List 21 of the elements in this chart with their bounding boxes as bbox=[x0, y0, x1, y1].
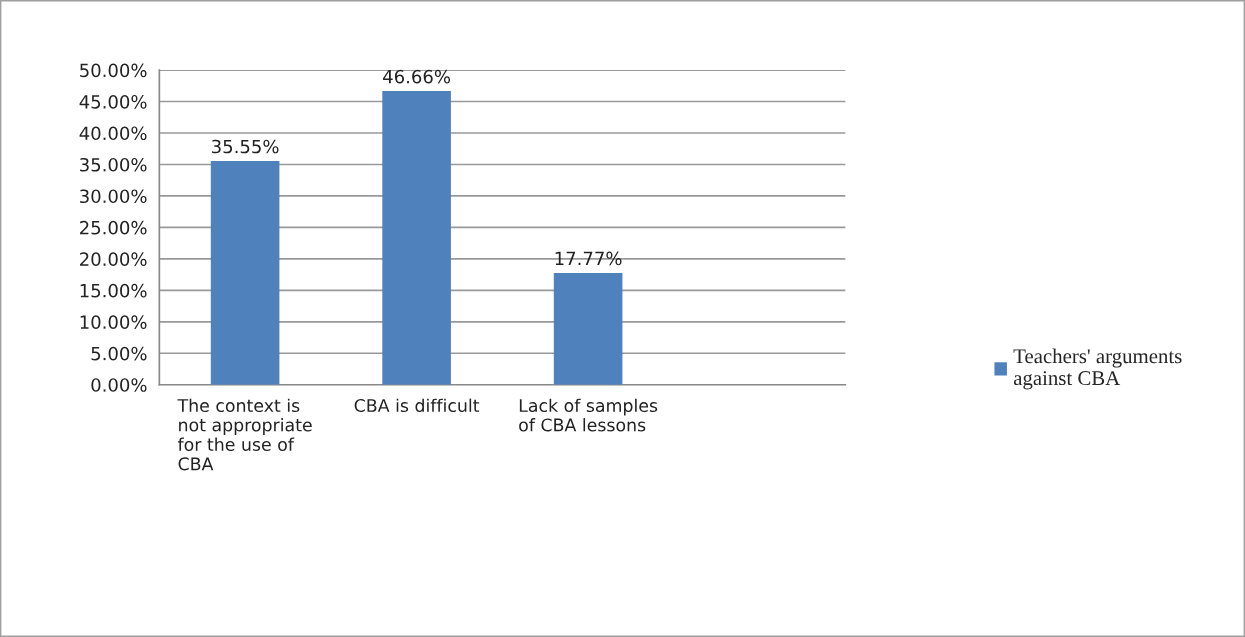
data-label: 17.77% bbox=[555, 251, 622, 266]
y-tick-label: 45.00% bbox=[79, 95, 147, 109]
y-tick-label: 0.00% bbox=[91, 378, 147, 392]
y-tick-label: 10.00% bbox=[80, 315, 147, 329]
x-tick-label: The context is not appropriate for the use of CBA bbox=[177, 398, 312, 471]
x-tick-label: CBA is difficult bbox=[354, 398, 480, 413]
y-tick-label: 30.00% bbox=[80, 189, 147, 204]
x-tick-label: Lack of samples of CBA lessons bbox=[519, 398, 658, 432]
bar bbox=[210, 161, 280, 385]
legend-label: Teachers' arguments against CBA bbox=[1013, 348, 1182, 390]
bar bbox=[553, 272, 623, 385]
y-tick-label: 25.00% bbox=[80, 220, 147, 235]
bar bbox=[382, 91, 451, 385]
data-label: 35.55% bbox=[212, 139, 279, 154]
data-label: 46.66% bbox=[383, 69, 451, 84]
y-tick-label: 35.00% bbox=[80, 157, 147, 172]
y-tick-label: 40.00% bbox=[79, 126, 147, 141]
y-tick-label: 50.00% bbox=[80, 63, 147, 78]
y-tick-label: 5.00% bbox=[91, 346, 147, 361]
y-tick-label: 20.00% bbox=[80, 252, 147, 266]
y-tick-label: 15.00% bbox=[80, 283, 147, 298]
